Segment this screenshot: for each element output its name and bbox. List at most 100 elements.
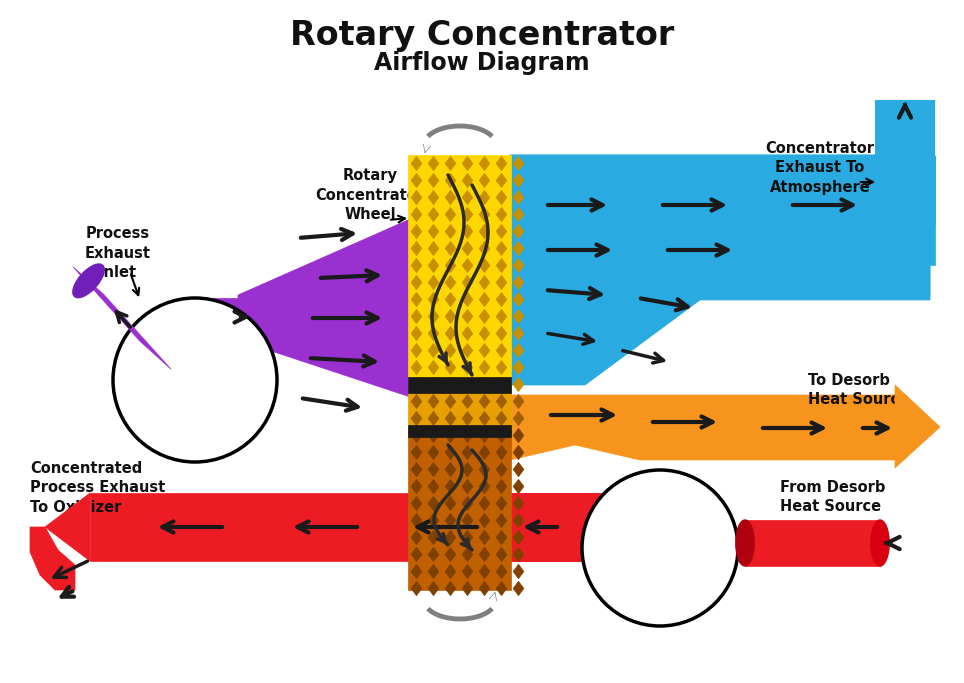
Polygon shape xyxy=(513,462,523,477)
Polygon shape xyxy=(238,175,510,430)
Polygon shape xyxy=(496,531,507,544)
Polygon shape xyxy=(513,479,523,494)
Polygon shape xyxy=(479,428,490,443)
Polygon shape xyxy=(462,514,473,528)
Polygon shape xyxy=(496,292,507,307)
Polygon shape xyxy=(73,267,171,370)
Text: Concentrator
Exhaust To
Atmosphere: Concentrator Exhaust To Atmosphere xyxy=(765,141,874,195)
Polygon shape xyxy=(445,173,456,188)
Polygon shape xyxy=(479,445,490,460)
Bar xyxy=(875,100,935,158)
Polygon shape xyxy=(513,531,523,544)
Polygon shape xyxy=(411,361,422,375)
Polygon shape xyxy=(411,547,422,561)
Polygon shape xyxy=(496,547,507,561)
Polygon shape xyxy=(411,258,422,273)
Polygon shape xyxy=(445,445,456,460)
Circle shape xyxy=(582,470,738,626)
Polygon shape xyxy=(445,241,456,255)
Polygon shape xyxy=(411,445,422,460)
Polygon shape xyxy=(411,191,422,205)
Polygon shape xyxy=(462,258,473,273)
Polygon shape xyxy=(496,497,507,511)
Polygon shape xyxy=(479,156,490,171)
Polygon shape xyxy=(462,445,473,460)
Polygon shape xyxy=(479,326,490,341)
Polygon shape xyxy=(462,156,473,171)
Bar xyxy=(408,425,511,437)
Polygon shape xyxy=(496,462,507,477)
Polygon shape xyxy=(462,479,473,494)
Polygon shape xyxy=(513,292,523,307)
Polygon shape xyxy=(445,394,456,408)
Polygon shape xyxy=(445,224,456,238)
Polygon shape xyxy=(479,531,490,544)
Polygon shape xyxy=(479,479,490,494)
Polygon shape xyxy=(496,378,507,391)
Polygon shape xyxy=(510,155,930,385)
Bar xyxy=(880,100,935,265)
Polygon shape xyxy=(445,531,456,544)
Polygon shape xyxy=(411,326,422,341)
Polygon shape xyxy=(428,224,439,238)
Polygon shape xyxy=(411,208,422,222)
Polygon shape xyxy=(411,275,422,290)
Polygon shape xyxy=(462,547,473,561)
Polygon shape xyxy=(496,208,507,222)
Polygon shape xyxy=(479,241,490,255)
Polygon shape xyxy=(462,191,473,205)
Polygon shape xyxy=(411,479,422,494)
Bar xyxy=(880,155,935,215)
Polygon shape xyxy=(428,581,439,596)
Polygon shape xyxy=(445,275,456,290)
Ellipse shape xyxy=(736,520,754,566)
Text: Rotary Concentrator: Rotary Concentrator xyxy=(290,18,674,51)
Polygon shape xyxy=(513,428,523,443)
Polygon shape xyxy=(510,395,900,460)
Polygon shape xyxy=(513,326,523,341)
Bar xyxy=(408,377,511,393)
Polygon shape xyxy=(935,100,964,155)
Text: Process
Exhaust
Inlet: Process Exhaust Inlet xyxy=(85,225,151,280)
Polygon shape xyxy=(479,191,490,205)
Polygon shape xyxy=(513,445,523,460)
Polygon shape xyxy=(479,258,490,273)
Polygon shape xyxy=(445,514,456,528)
Polygon shape xyxy=(462,275,473,290)
Polygon shape xyxy=(479,378,490,391)
Polygon shape xyxy=(462,497,473,511)
Polygon shape xyxy=(445,581,456,596)
Polygon shape xyxy=(513,378,523,391)
Polygon shape xyxy=(428,241,439,255)
Polygon shape xyxy=(428,378,439,391)
Polygon shape xyxy=(428,394,439,408)
Polygon shape xyxy=(513,208,523,222)
Polygon shape xyxy=(428,497,439,511)
Polygon shape xyxy=(411,156,422,171)
Polygon shape xyxy=(428,547,439,561)
Polygon shape xyxy=(496,445,507,460)
Polygon shape xyxy=(462,462,473,477)
Bar xyxy=(195,298,245,340)
Polygon shape xyxy=(479,497,490,511)
Polygon shape xyxy=(513,344,523,358)
Polygon shape xyxy=(895,385,940,468)
Polygon shape xyxy=(479,309,490,324)
Polygon shape xyxy=(496,428,507,443)
Polygon shape xyxy=(462,378,473,391)
Polygon shape xyxy=(411,309,422,324)
Polygon shape xyxy=(411,564,422,579)
Polygon shape xyxy=(479,224,490,238)
Polygon shape xyxy=(411,411,422,426)
Polygon shape xyxy=(462,241,473,255)
Polygon shape xyxy=(513,241,523,255)
Bar xyxy=(408,385,511,430)
Polygon shape xyxy=(496,361,507,375)
Bar xyxy=(510,493,625,561)
Polygon shape xyxy=(411,462,422,477)
Polygon shape xyxy=(479,581,490,596)
Polygon shape xyxy=(510,155,930,380)
Polygon shape xyxy=(445,208,456,222)
Polygon shape xyxy=(462,531,473,544)
Polygon shape xyxy=(462,411,473,426)
